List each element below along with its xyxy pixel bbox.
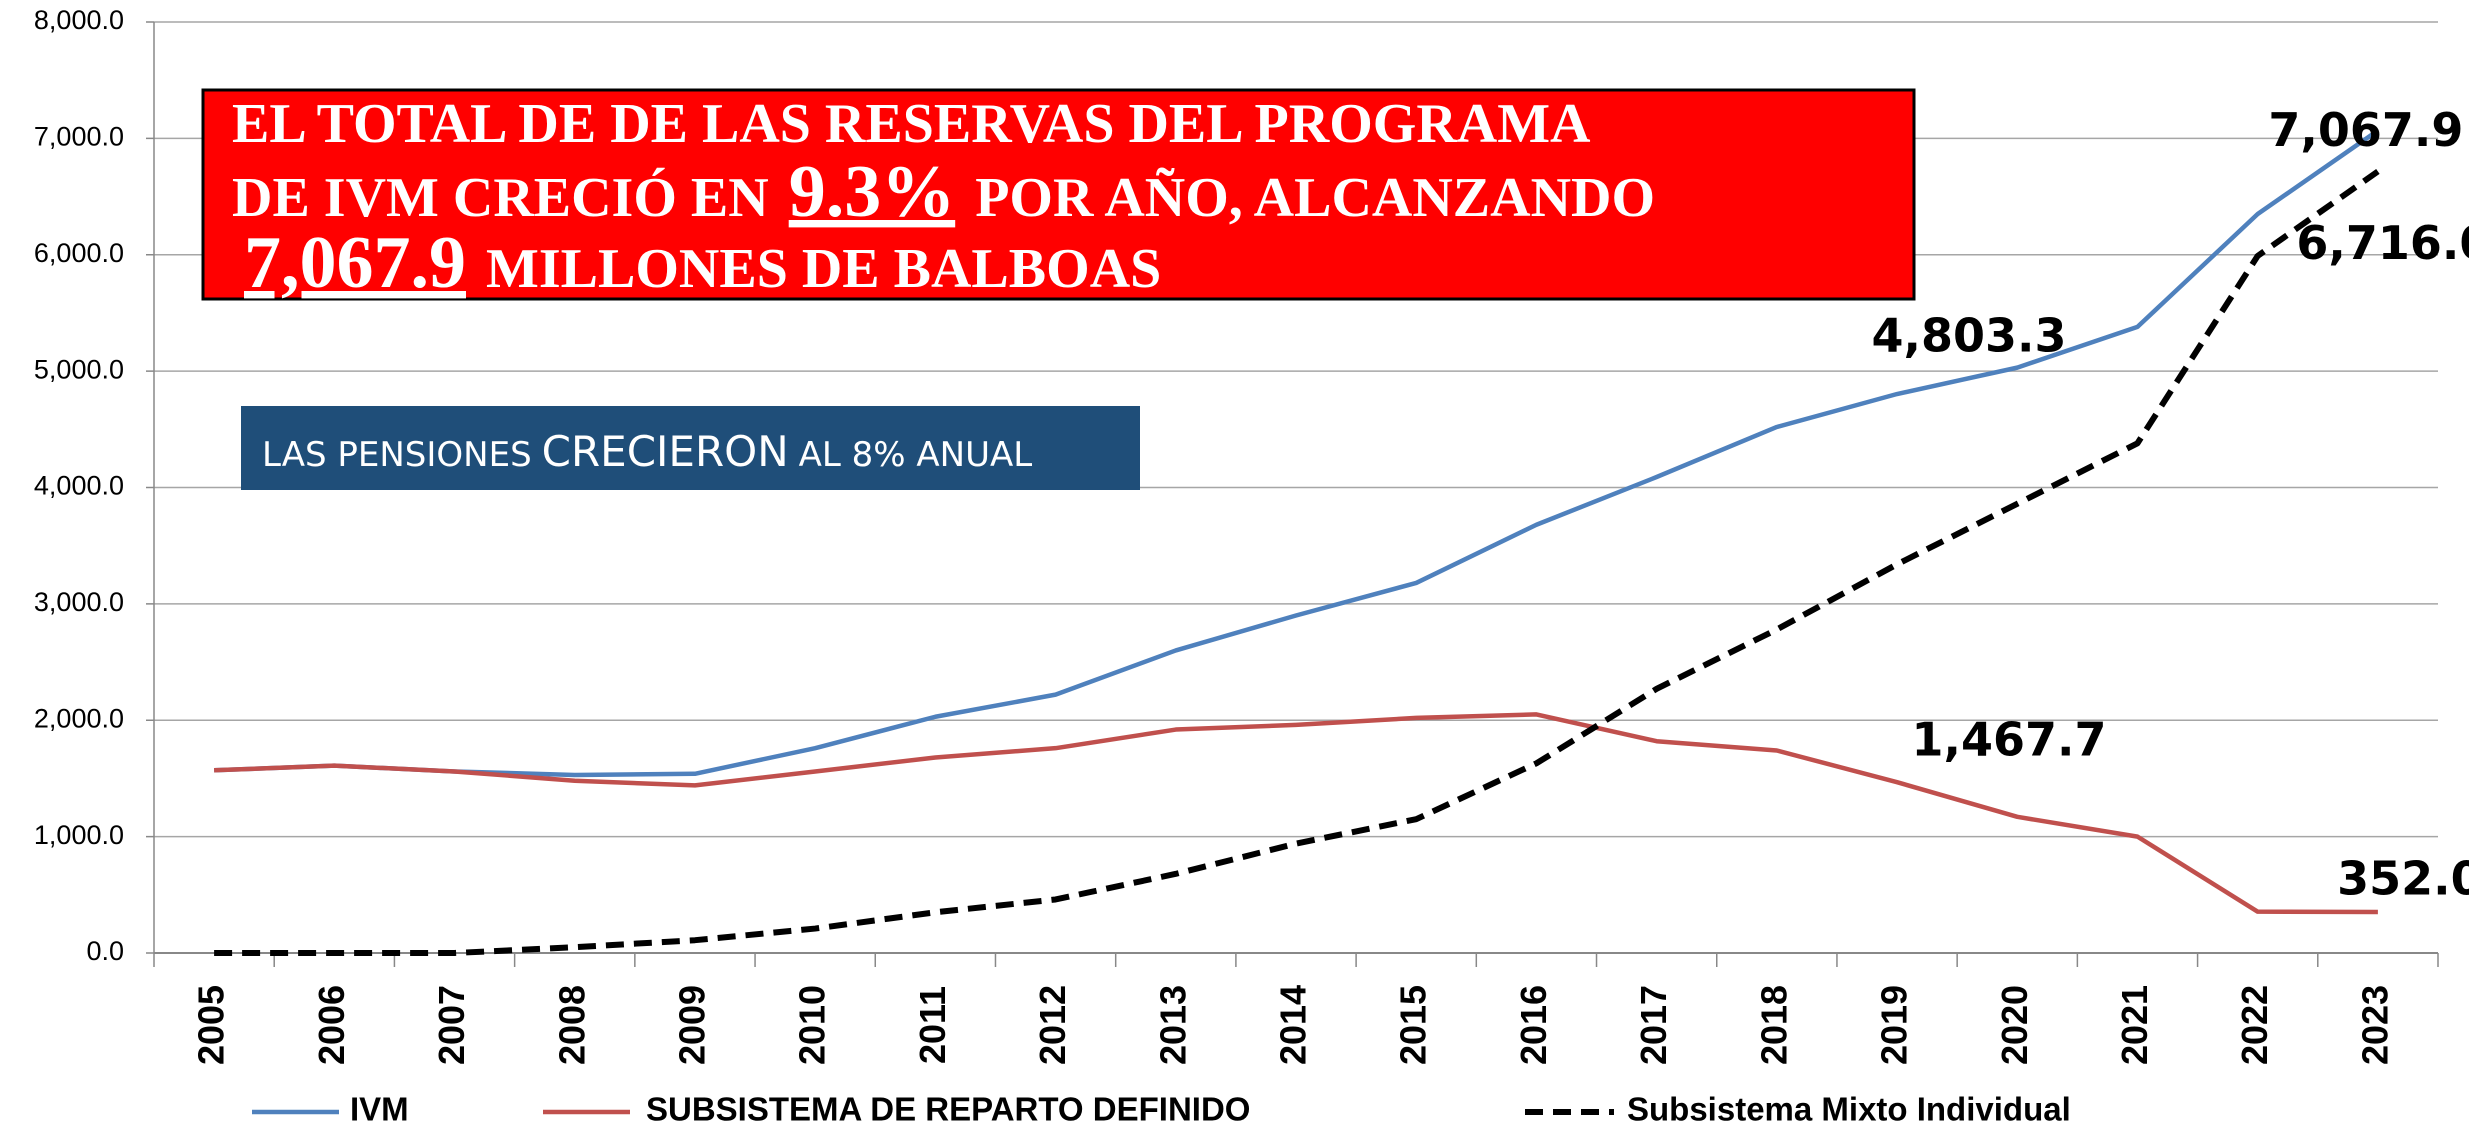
x-tick-label: 2017 — [1633, 985, 1674, 1065]
value-label: 6,716.0 — [2296, 216, 2469, 270]
value-label: 1,467.7 — [1912, 713, 2107, 767]
headline-box — [201, 88, 1916, 301]
x-tick-label: 2007 — [431, 985, 472, 1065]
x-tick-label: 2018 — [1753, 985, 1794, 1065]
x-tick-label: 2014 — [1273, 985, 1314, 1065]
value-label: 352.0 — [2337, 852, 2469, 906]
x-tick-label: 2008 — [551, 985, 592, 1065]
x-tick-label: 2009 — [671, 985, 712, 1065]
note-part: LAS PENSIONES — [262, 435, 532, 475]
y-tick-label: 3,000.0 — [34, 587, 124, 617]
x-tick-label: 2013 — [1152, 985, 1193, 1065]
legend-label: SUBSISTEMA DE REPARTO DEFINIDO — [646, 1091, 1250, 1128]
x-tick-label: 2012 — [1032, 985, 1073, 1065]
headline-part: DE IVM CRECIÓ EN — [232, 167, 769, 229]
x-tick-label: 2015 — [1393, 985, 1434, 1065]
y-tick-label: 8,000.0 — [34, 5, 124, 35]
note-text: LAS PENSIONES CRECIERON AL 8% ANUAL — [262, 427, 1032, 476]
headline-part: 7,067.9 — [244, 222, 466, 304]
legend-label: Subsistema Mixto Individual — [1627, 1091, 2071, 1128]
x-tick-label: 2010 — [792, 985, 833, 1065]
y-tick-label: 6,000.0 — [34, 238, 124, 268]
y-tick-label: 0.0 — [86, 936, 124, 966]
series-line — [214, 168, 2380, 956]
legend-label: IVM — [350, 1091, 409, 1128]
value-label: 7,067.9 — [2268, 103, 2463, 157]
note-box — [241, 406, 1140, 490]
headline-text: DE IVM CRECIÓ EN 9.3% POR AÑO, ALCANZANDO — [232, 151, 1655, 233]
x-tick-label: 2011 — [912, 986, 953, 1064]
value-label: 4,803.3 — [1872, 309, 2067, 363]
y-tick-label: 5,000.0 — [34, 354, 124, 384]
x-tick-label: 2023 — [2354, 985, 2395, 1065]
x-tick-label: 2005 — [191, 985, 232, 1065]
x-tick-label: 2019 — [1874, 985, 1915, 1065]
note-part: CRECIERON — [542, 427, 789, 476]
y-tick-label: 7,000.0 — [34, 122, 124, 152]
x-tick-label: 2006 — [311, 985, 352, 1065]
headline-part: EL TOTAL DE DE LAS RESERVAS DEL PROGRAMA — [232, 93, 1591, 155]
headline-text: 7,067.9 MILLONES DE BALBOAS — [244, 222, 1161, 304]
series-line — [214, 128, 2380, 778]
series-line — [214, 712, 2378, 915]
y-tick-label: 2,000.0 — [34, 703, 124, 733]
note-part: AL 8% ANUAL — [799, 435, 1033, 475]
headline-text: EL TOTAL DE DE LAS RESERVAS DEL PROGRAMA — [232, 93, 1591, 155]
x-tick-label: 2016 — [1513, 985, 1554, 1065]
y-tick-label: 1,000.0 — [34, 820, 124, 850]
headline-part: 9.3% — [789, 151, 956, 233]
y-tick-label: 4,000.0 — [34, 471, 124, 501]
x-tick-label: 2020 — [1994, 985, 2035, 1065]
headline-part: POR AÑO, ALCANZANDO — [975, 167, 1655, 229]
headline-part: MILLONES DE BALBOAS — [486, 238, 1161, 300]
x-tick-label: 2021 — [2114, 985, 2155, 1065]
x-tick-label: 2022 — [2234, 985, 2275, 1065]
